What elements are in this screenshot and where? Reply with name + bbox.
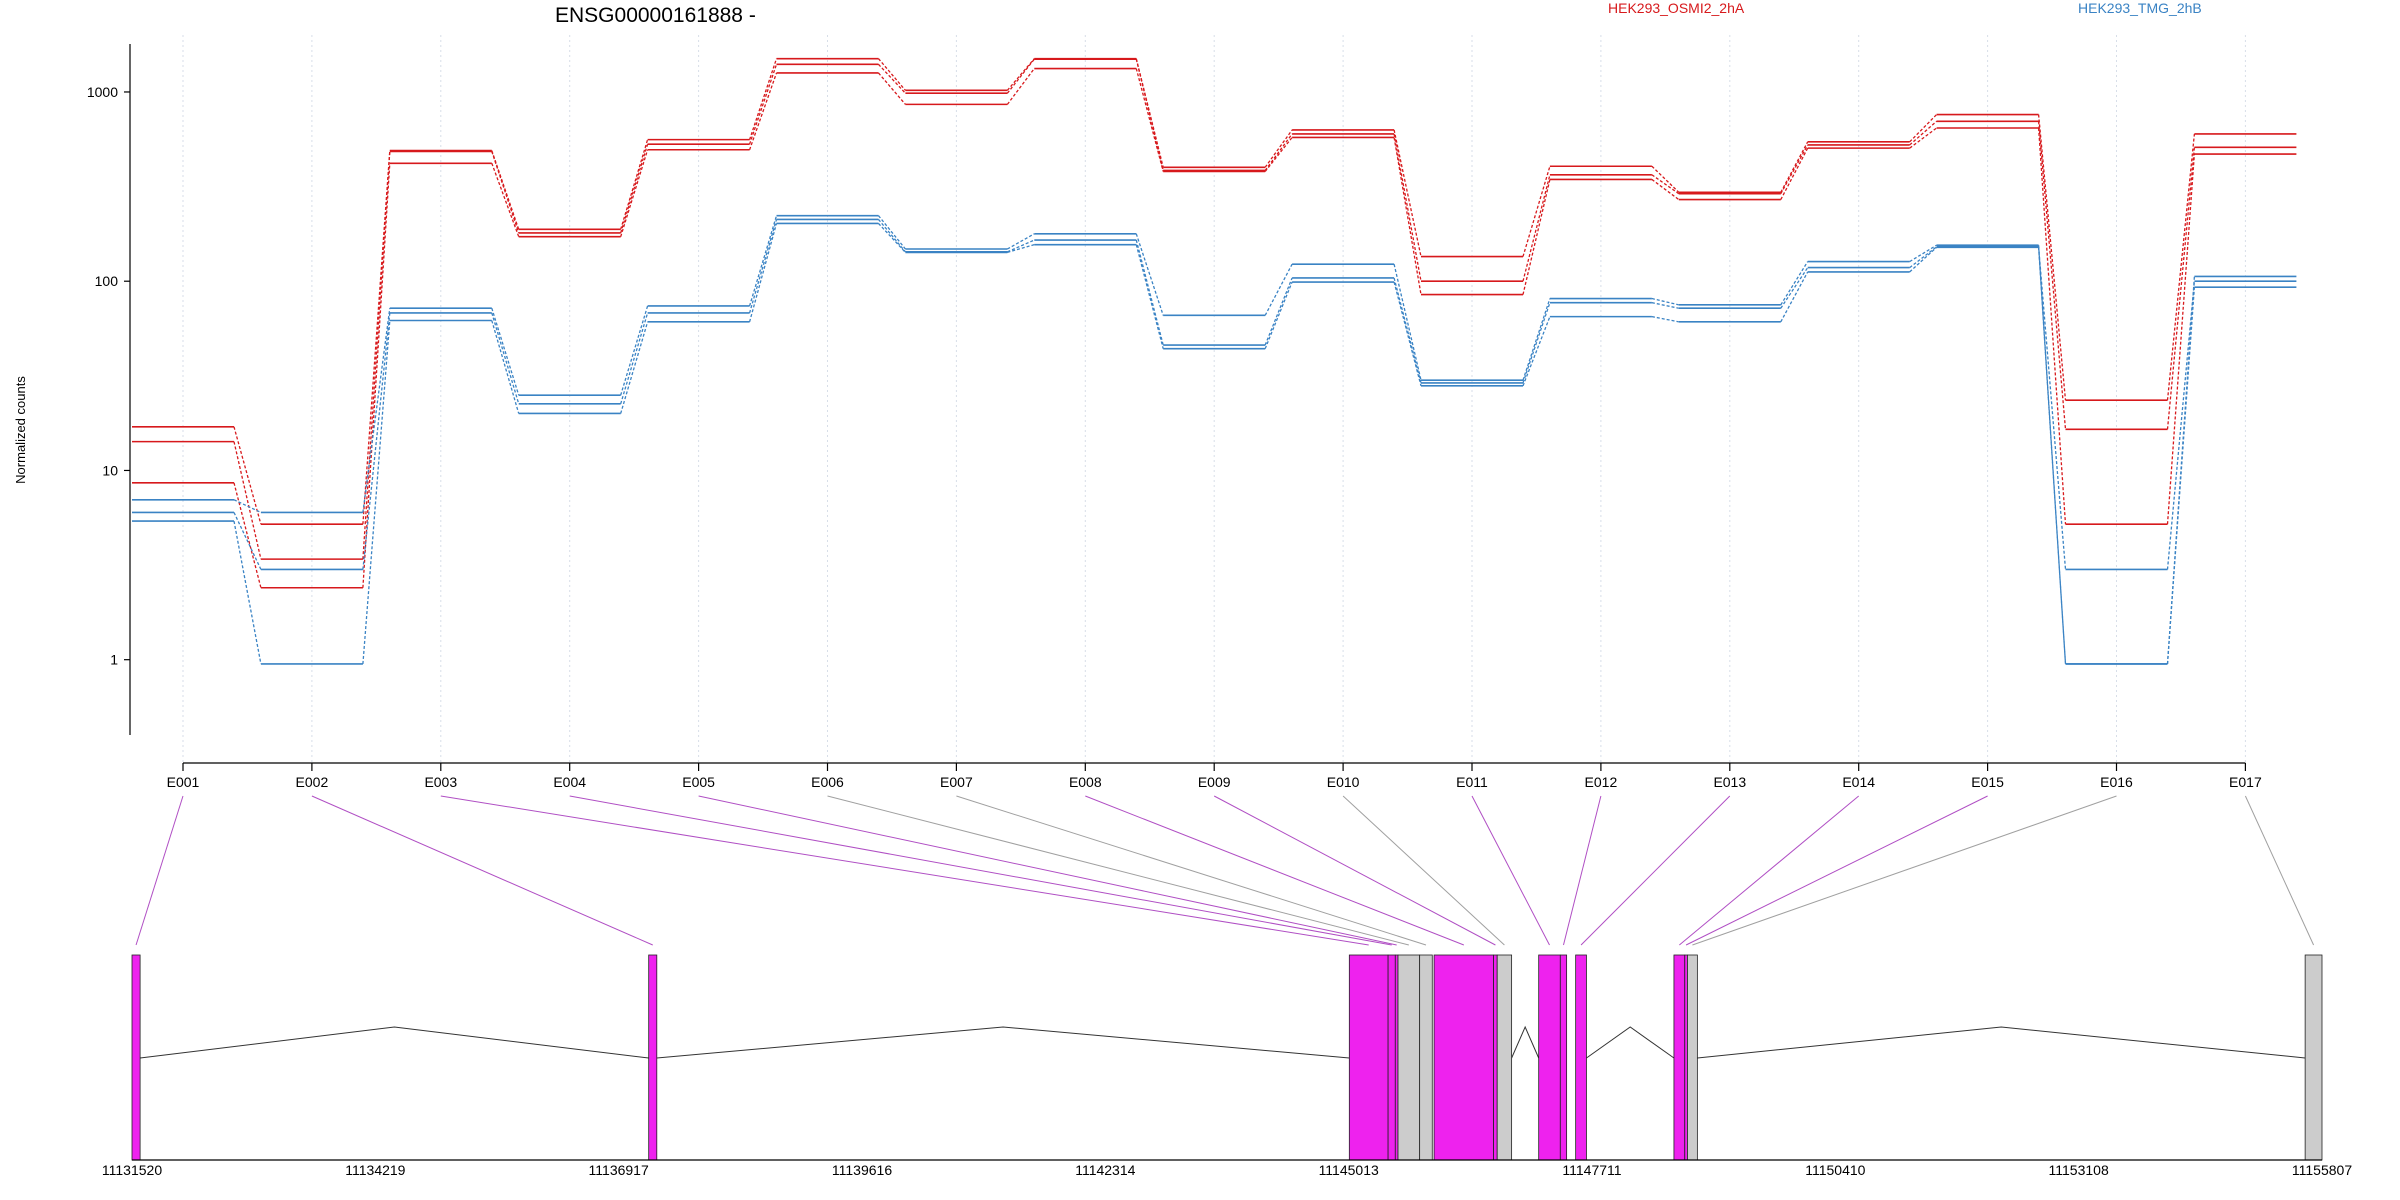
series-1-1-connectors bbox=[233, 219, 2196, 570]
series-1-2-connectors bbox=[233, 222, 2196, 665]
series-1-1-segments bbox=[132, 218, 2297, 571]
y-tick-label: 10 bbox=[102, 462, 118, 478]
x-tick-label: E007 bbox=[940, 774, 973, 790]
x-tick-label: E016 bbox=[2100, 774, 2133, 790]
exon-e015 bbox=[1684, 954, 1688, 1161]
x-tick-label: E003 bbox=[424, 774, 457, 790]
exon-e012 bbox=[1559, 954, 1568, 1161]
genomic-tick-label: 11136917 bbox=[589, 1162, 649, 1178]
x-tick-label: E004 bbox=[553, 774, 586, 790]
link-e017 bbox=[2244, 795, 2315, 946]
link-e004 bbox=[569, 795, 1392, 946]
x-tick-label: E008 bbox=[1069, 774, 1102, 790]
link-e005 bbox=[698, 795, 1397, 946]
exon-e002 bbox=[648, 954, 658, 1161]
exon-e008 bbox=[1433, 954, 1494, 1161]
exon-e011 bbox=[1538, 954, 1561, 1161]
link-e002 bbox=[311, 795, 653, 946]
link-e003 bbox=[440, 795, 1369, 946]
exon-e009 bbox=[1493, 954, 1498, 1161]
link-e015 bbox=[1685, 795, 1988, 946]
legend-entry-osmi2: HEK293_OSMI2_2hA bbox=[1608, 0, 1745, 16]
genomic-tick-label: 11145013 bbox=[1319, 1162, 1379, 1178]
exon-e013 bbox=[1575, 954, 1587, 1161]
x-tick-label: E013 bbox=[1713, 774, 1746, 790]
x-tick-label: E012 bbox=[1585, 774, 1618, 790]
exon-e006 bbox=[1397, 954, 1421, 1161]
link-e013 bbox=[1580, 795, 1731, 946]
y-axis-label: Normalized counts bbox=[13, 376, 28, 484]
x-tick-label: E015 bbox=[1971, 774, 2004, 790]
link-e016 bbox=[1692, 795, 2117, 946]
exon-e017 bbox=[2304, 954, 2323, 1161]
genomic-tick-label: 11150410 bbox=[1805, 1162, 1865, 1178]
genomic-tick-label: 11155807 bbox=[2292, 1162, 2352, 1178]
exon-e004 bbox=[1387, 954, 1396, 1161]
x-tick-label: E011 bbox=[1456, 774, 1488, 790]
series-1-0-connectors bbox=[233, 215, 2196, 664]
link-e009 bbox=[1213, 795, 1496, 946]
link-e008 bbox=[1085, 795, 1465, 946]
genomic-tick-label: 11142314 bbox=[1075, 1162, 1135, 1178]
exon-gridlines bbox=[182, 35, 2246, 763]
exon-e010 bbox=[1496, 954, 1513, 1161]
exon-e003 bbox=[1348, 954, 1389, 1161]
genomic-tick-label: 11147711 bbox=[1562, 1162, 1621, 1178]
y-tick-label: 1000 bbox=[87, 84, 118, 100]
link-e006 bbox=[827, 795, 1409, 946]
series-0-2-segments bbox=[132, 67, 2297, 589]
genomic-tick-label: 11134219 bbox=[345, 1162, 405, 1178]
x-tick-label: E014 bbox=[1842, 774, 1875, 790]
link-e001 bbox=[135, 795, 184, 946]
link-e014 bbox=[1679, 795, 1860, 946]
genomic-coordinate-axis: 11131520 11134219 11136917 11139616 11142314… bbox=[102, 1159, 2352, 1178]
exon-e005 bbox=[1394, 954, 1399, 1161]
series-0-1-segments bbox=[132, 58, 2297, 560]
y-tick-label: 1 bbox=[110, 652, 118, 668]
genomic-tick-label: 11139616 bbox=[832, 1162, 892, 1178]
intron-line bbox=[1511, 1025, 1540, 1059]
x-axis: E001 E002 E003 E004 E005 E006 E007 E008 E009 E010… bbox=[167, 762, 2262, 790]
link-e010 bbox=[1342, 795, 1505, 946]
chart-title: ENSG00000161888 - bbox=[555, 4, 756, 27]
intron-line bbox=[1697, 1026, 2306, 1059]
series-1-2-segments bbox=[132, 222, 2297, 665]
x-tick-label: E017 bbox=[2229, 774, 2262, 790]
link-e011 bbox=[1471, 795, 1550, 946]
exon-link-lines bbox=[135, 795, 2315, 946]
x-tick-label: E001 bbox=[167, 774, 200, 790]
exon-e007 bbox=[1419, 954, 1433, 1161]
x-tick-label: E009 bbox=[1198, 774, 1231, 790]
gene-model bbox=[131, 954, 2323, 1161]
link-e012 bbox=[1562, 795, 1602, 946]
y-axis: 1 10 100 1000 bbox=[87, 44, 131, 735]
exon-e014 bbox=[1673, 954, 1686, 1161]
x-tick-label: E002 bbox=[296, 774, 329, 790]
x-tick-label: E005 bbox=[682, 774, 715, 790]
exon-e016 bbox=[1687, 954, 1698, 1161]
y-tick-label: 100 bbox=[95, 273, 119, 289]
series-0-2-connectors bbox=[233, 68, 2196, 588]
intron-line bbox=[656, 1026, 1350, 1059]
series-lines bbox=[132, 57, 2297, 665]
x-tick-label: E010 bbox=[1327, 774, 1360, 790]
x-tick-label: E006 bbox=[811, 774, 844, 790]
genomic-tick-label: 11131520 bbox=[102, 1162, 162, 1178]
series-0-1-connectors bbox=[233, 58, 2196, 560]
intron-line bbox=[140, 1026, 649, 1059]
intron-line bbox=[1586, 1026, 1675, 1059]
genomic-tick-label: 11153108 bbox=[2049, 1162, 2109, 1178]
legend-entry-tmg: HEK293_TMG_2hB bbox=[2078, 0, 2202, 16]
exon-e001 bbox=[131, 954, 141, 1161]
link-e007 bbox=[956, 795, 1427, 946]
